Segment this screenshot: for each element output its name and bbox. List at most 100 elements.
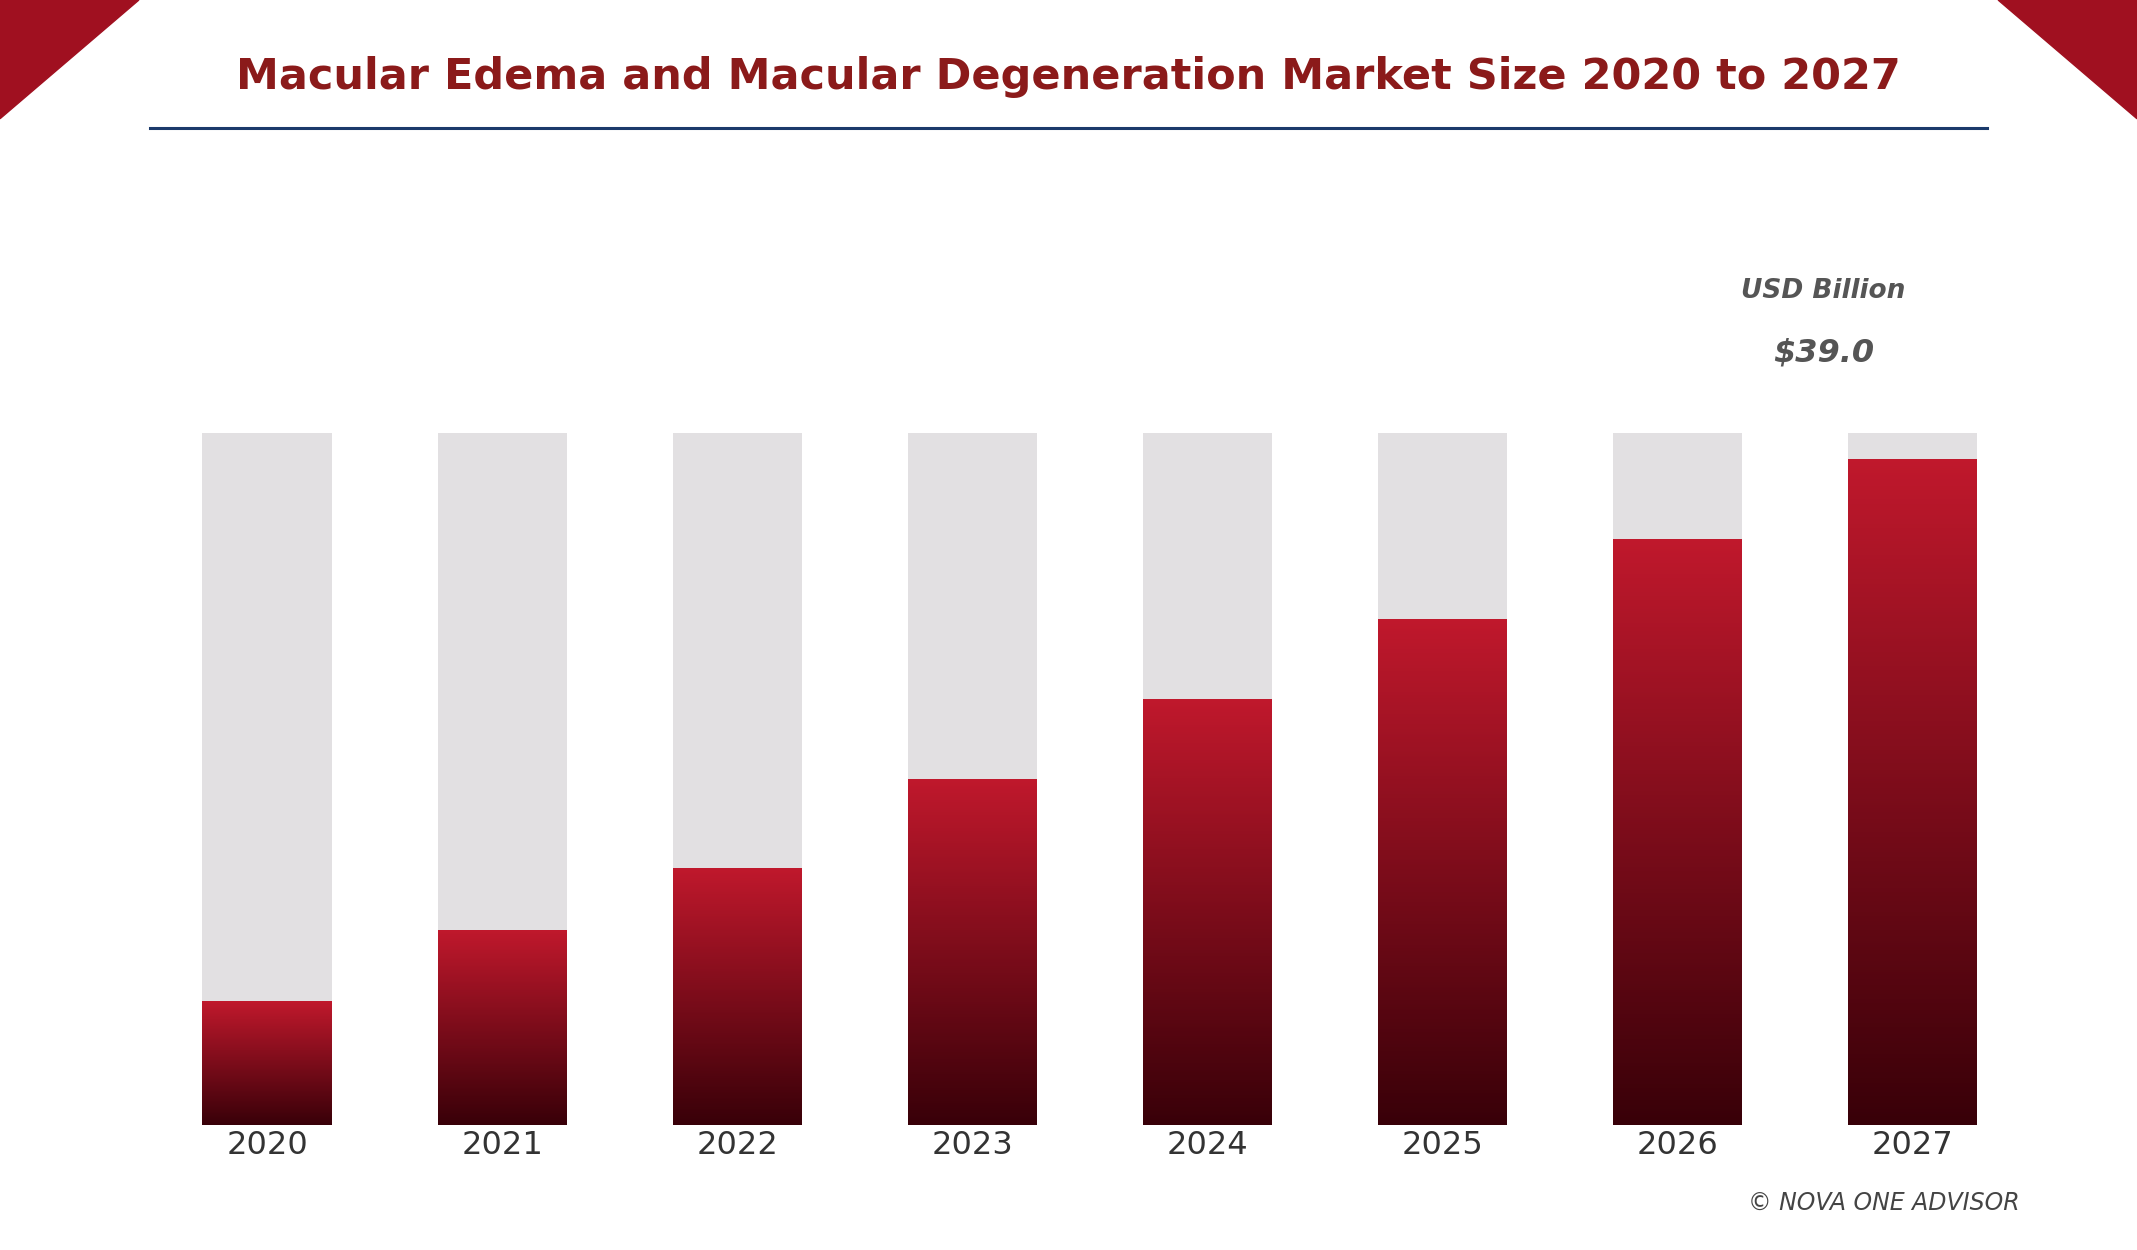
Bar [1849,1028,1977,1030]
Bar [1613,1011,1742,1014]
Bar [1613,806,1742,809]
Bar [1849,885,1977,888]
Bar [1378,730,1507,732]
Bar [1849,635,1977,636]
Bar [1378,711,1507,714]
Bar [1378,781,1507,782]
Bar [1613,902,1742,904]
Bar [1378,648,1507,650]
Bar [1143,790,1272,791]
Bar [1849,506,1977,509]
Bar [1378,962,1507,965]
Bar [1613,590,1742,592]
Bar [1849,599,1977,601]
Bar [1143,1124,1272,1125]
Bar [1613,565,1742,566]
Bar [1378,879,1507,880]
Bar [1143,966,1272,968]
Bar [1849,661,1977,664]
Bar [1849,601,1977,604]
Bar [1378,631,1507,632]
Bar [1849,606,1977,608]
Bar [1849,530,1977,532]
Bar [1143,1054,1272,1055]
Bar [1613,586,1742,588]
Bar [1143,1096,1272,1098]
Bar [1849,1022,1977,1025]
Bar [1613,780,1742,781]
Bar [1849,870,1977,872]
Bar [1143,1075,1272,1076]
Bar [1378,676,1507,678]
Bar [1849,710,1977,712]
Bar [1378,839,1507,840]
Bar [1613,945,1742,948]
Bar [1143,844,1272,845]
Bar [1849,768,1977,770]
Bar [1849,581,1977,584]
Bar [1613,615,1742,618]
Bar [1378,955,1507,956]
Bar [1613,830,1742,832]
Bar [1378,922,1507,924]
Bar [1613,860,1742,861]
Bar [1143,930,1272,931]
Bar [1849,934,1977,936]
Bar [1143,1085,1272,1086]
Bar [1378,735,1507,738]
Bar [1613,1020,1742,1021]
Bar [1143,802,1272,804]
Bar [1378,778,1507,779]
Bar [1613,659,1742,660]
Bar [1849,705,1977,707]
Bar [1849,644,1977,646]
Bar [1143,761,1272,762]
Bar [673,432,801,1125]
Bar [1849,841,1977,844]
Bar [1613,542,1742,545]
Bar [1143,992,1272,994]
Bar [1378,1120,1507,1121]
Bar [1378,1028,1507,1029]
Bar [1849,666,1977,668]
Bar [1849,1039,1977,1041]
Bar [1613,861,1742,864]
Bar [1849,524,1977,526]
Bar [1849,1074,1977,1076]
Bar [1613,574,1742,576]
Bar [1849,1076,1977,1079]
Bar [1143,1060,1272,1061]
Bar [1613,572,1742,574]
Bar [1143,831,1272,832]
Bar [1613,718,1742,719]
Bar [1849,805,1977,808]
Bar [1613,1098,1742,1100]
Bar [1849,856,1977,859]
Bar [1143,719,1272,720]
Bar [1613,770,1742,771]
Bar [1143,938,1272,939]
Bar [1613,846,1742,848]
Bar [1613,1100,1742,1101]
Bar [1378,815,1507,816]
Bar [1143,1105,1272,1106]
Bar [1613,631,1742,632]
Bar [1378,1111,1507,1114]
Bar [1143,745,1272,746]
Bar [1143,920,1272,922]
Bar [1849,770,1977,772]
Bar [1613,592,1742,594]
Bar [1849,598,1977,599]
Bar [1143,782,1272,784]
Bar [1143,754,1272,756]
Bar [1849,1088,1977,1090]
Bar [1849,884,1977,885]
Bar [1378,1106,1507,1109]
Bar [1613,809,1742,810]
Bar [1849,970,1977,972]
Bar [1849,1011,1977,1014]
Bar [1378,1086,1507,1088]
Bar [1613,678,1742,680]
Bar [1143,707,1272,709]
Bar [1378,759,1507,761]
